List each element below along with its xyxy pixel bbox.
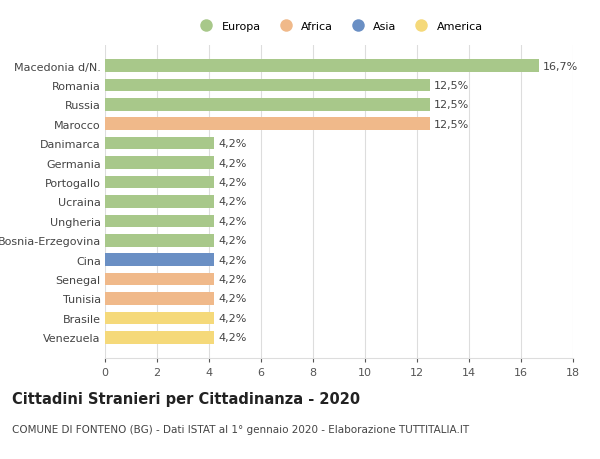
Bar	[105, 157, 214, 169]
Bar	[105, 254, 214, 266]
Text: COMUNE DI FONTENO (BG) - Dati ISTAT al 1° gennaio 2020 - Elaborazione TUTTITALIA: COMUNE DI FONTENO (BG) - Dati ISTAT al 1…	[12, 424, 469, 434]
Bar	[105, 196, 214, 208]
Bar	[105, 235, 214, 247]
Bar	[105, 331, 214, 344]
Text: 4,2%: 4,2%	[218, 294, 247, 304]
Text: 4,2%: 4,2%	[218, 178, 247, 188]
Text: 16,7%: 16,7%	[543, 62, 578, 71]
Text: 12,5%: 12,5%	[434, 81, 469, 91]
Text: 4,2%: 4,2%	[218, 255, 247, 265]
Text: 4,2%: 4,2%	[218, 158, 247, 168]
Bar	[105, 273, 214, 286]
Text: 4,2%: 4,2%	[218, 216, 247, 226]
Bar	[105, 215, 214, 228]
Bar	[105, 60, 539, 73]
Text: 12,5%: 12,5%	[434, 100, 469, 110]
Bar	[105, 176, 214, 189]
Bar	[105, 292, 214, 305]
Text: 12,5%: 12,5%	[434, 119, 469, 129]
Text: 4,2%: 4,2%	[218, 197, 247, 207]
Text: 4,2%: 4,2%	[218, 236, 247, 246]
Bar	[105, 118, 430, 131]
Text: 4,2%: 4,2%	[218, 333, 247, 342]
Bar	[105, 79, 430, 92]
Text: 4,2%: 4,2%	[218, 139, 247, 149]
Bar	[105, 99, 430, 112]
Legend: Europa, Africa, Asia, America: Europa, Africa, Asia, America	[193, 20, 485, 34]
Bar	[105, 138, 214, 150]
Bar	[105, 312, 214, 325]
Text: 4,2%: 4,2%	[218, 274, 247, 285]
Text: 4,2%: 4,2%	[218, 313, 247, 323]
Text: Cittadini Stranieri per Cittadinanza - 2020: Cittadini Stranieri per Cittadinanza - 2…	[12, 391, 360, 406]
